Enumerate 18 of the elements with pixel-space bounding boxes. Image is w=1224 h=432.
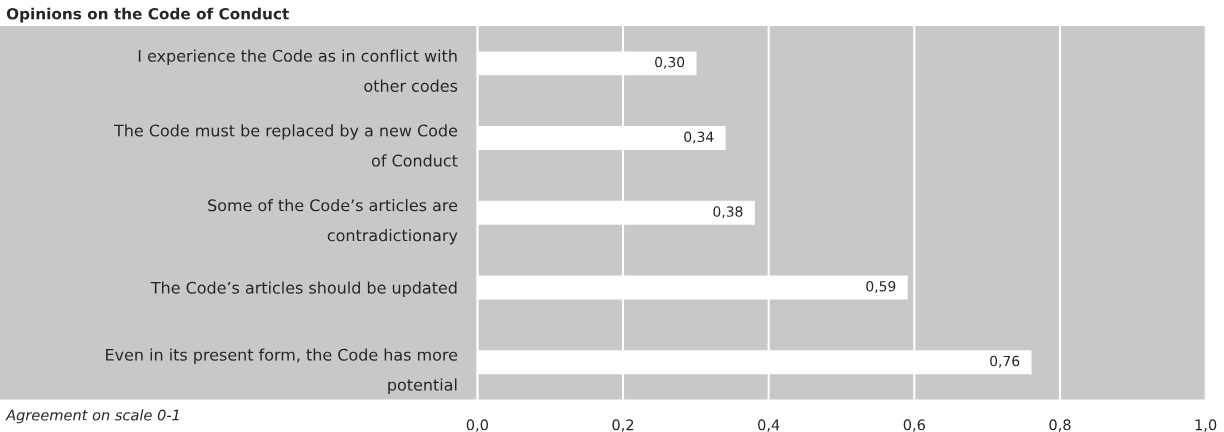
data-label: 0,38 bbox=[713, 206, 743, 219]
data-label: 0,76 bbox=[990, 355, 1020, 368]
y-tick-label: Some of the Code’s articles are contradictionary bbox=[208, 198, 458, 245]
y-tick-label: Even in its present form, the Code has more potential bbox=[106, 348, 458, 394]
data-label: 0,30 bbox=[655, 56, 685, 69]
x-tick-label: 0,0 bbox=[466, 419, 488, 432]
x-axis-title: Agreement on scale 0-1 bbox=[5, 409, 179, 424]
data-label: 0,34 bbox=[684, 131, 714, 144]
y-tick-label: I experience the Code as in conflict with other codes bbox=[138, 49, 458, 92]
y-tick-label: The Code must be replaced by a new Code of Conduct bbox=[113, 124, 458, 167]
data-label: 0,59 bbox=[866, 281, 896, 293]
x-tick-label: 0,2 bbox=[612, 419, 634, 432]
text: Opinions on the Code of Conduct bbox=[6, 7, 289, 23]
x-tick-label: 1,0 bbox=[1195, 419, 1217, 432]
x-tick-label: 0,8 bbox=[1049, 419, 1071, 432]
x-tick-label: 0,6 bbox=[903, 419, 926, 432]
x-tick-label: 0,4 bbox=[758, 419, 780, 432]
y-tick-label: The Code’s articles should be updated bbox=[150, 281, 457, 297]
